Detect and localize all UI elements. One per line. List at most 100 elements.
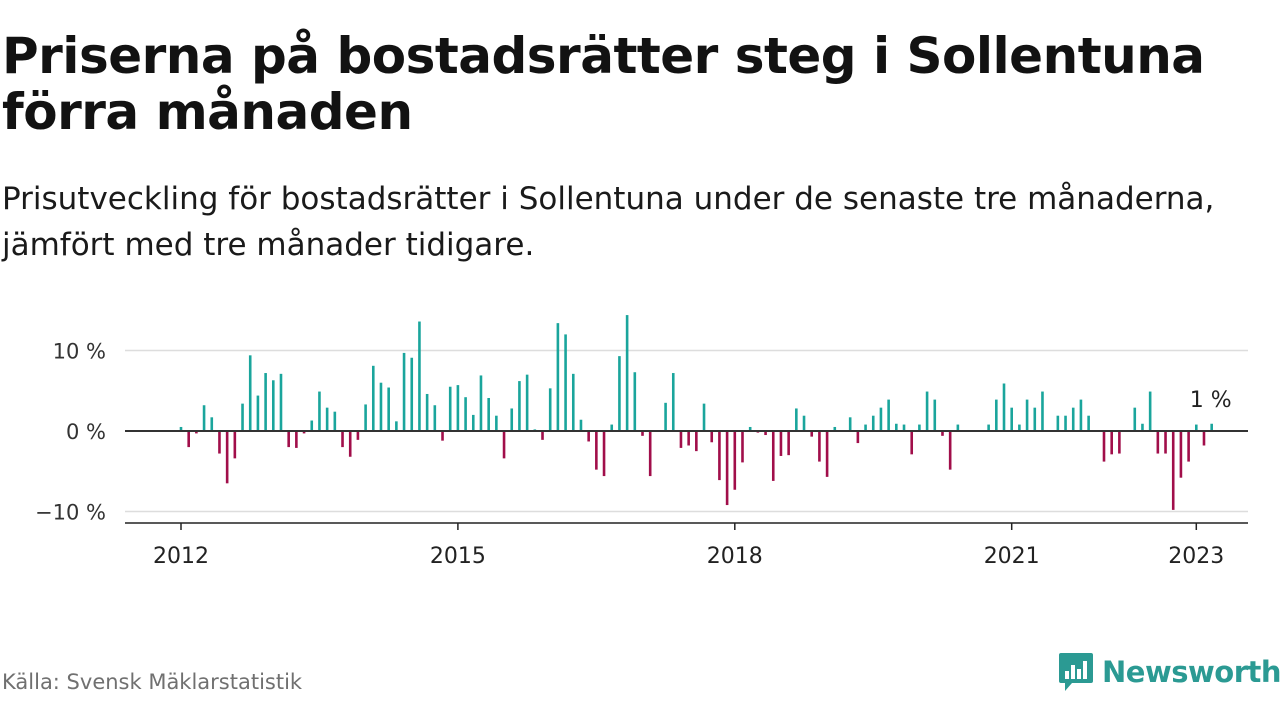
bar bbox=[633, 372, 637, 431]
bar bbox=[610, 424, 614, 431]
bar bbox=[725, 431, 729, 506]
bar bbox=[1133, 407, 1137, 431]
bar bbox=[502, 431, 506, 459]
bar bbox=[879, 407, 883, 431]
bar bbox=[410, 357, 414, 431]
bar bbox=[471, 414, 475, 431]
bar bbox=[687, 431, 690, 446]
bar bbox=[779, 431, 783, 456]
bar bbox=[748, 426, 752, 431]
bar bbox=[987, 424, 990, 431]
x-tick-label: 2023 bbox=[1168, 544, 1224, 569]
bar bbox=[641, 431, 644, 436]
bar bbox=[541, 431, 544, 440]
bar bbox=[948, 431, 952, 470]
bar bbox=[579, 419, 583, 431]
bar bbox=[487, 398, 490, 431]
bar bbox=[995, 399, 998, 431]
bar bbox=[1110, 431, 1113, 455]
bar bbox=[441, 431, 444, 441]
bar bbox=[802, 415, 806, 431]
bar bbox=[218, 431, 221, 454]
newsworthy-brand[interactable]: Newsworthy bbox=[1058, 652, 1280, 692]
bar bbox=[379, 382, 383, 431]
bar bbox=[848, 417, 852, 431]
bar bbox=[341, 431, 344, 448]
bar bbox=[718, 431, 721, 481]
chart-title: Priserna på bostadsrätter steg i Sollent… bbox=[2, 27, 1205, 141]
bar bbox=[1118, 431, 1121, 454]
bar bbox=[564, 334, 567, 431]
bar bbox=[664, 402, 667, 431]
bar bbox=[1156, 431, 1160, 454]
bar bbox=[571, 373, 575, 431]
bar bbox=[887, 399, 890, 431]
bar bbox=[910, 431, 914, 455]
bar bbox=[587, 431, 590, 442]
bar bbox=[364, 404, 367, 431]
bar bbox=[833, 426, 837, 431]
bar bbox=[241, 403, 244, 431]
source-credit: Källa: Svensk Mäklarstatistik bbox=[2, 670, 303, 694]
bar bbox=[695, 431, 698, 452]
bar bbox=[195, 431, 198, 434]
bar bbox=[1079, 399, 1083, 431]
bar bbox=[318, 391, 321, 431]
bar bbox=[1056, 415, 1060, 431]
bar bbox=[671, 373, 675, 431]
bar bbox=[402, 352, 406, 431]
bar bbox=[518, 381, 521, 431]
bar bbox=[371, 365, 375, 431]
bar bbox=[1041, 391, 1044, 431]
bar bbox=[325, 407, 329, 431]
bar bbox=[618, 356, 621, 431]
y-tick-label: −10 % bbox=[35, 501, 106, 525]
bar bbox=[595, 431, 598, 470]
bar bbox=[733, 431, 737, 490]
chart-subtitle: Prisutveckling för bostadsrätter i Solle… bbox=[2, 181, 1215, 263]
bar bbox=[1187, 431, 1190, 462]
bar bbox=[418, 321, 421, 431]
bar bbox=[548, 388, 552, 431]
bar bbox=[710, 431, 714, 443]
bar bbox=[333, 411, 337, 431]
bar bbox=[356, 431, 360, 440]
bar bbox=[741, 431, 744, 463]
bar bbox=[825, 431, 829, 477]
bar bbox=[1171, 431, 1175, 510]
bar bbox=[918, 424, 921, 431]
bar bbox=[602, 431, 606, 477]
bar bbox=[302, 431, 306, 434]
bar bbox=[179, 426, 183, 431]
bar bbox=[479, 375, 483, 431]
bar bbox=[348, 431, 352, 457]
x-tick-label: 2018 bbox=[707, 544, 763, 569]
newsworthy-brand-name: Newsworthy bbox=[1102, 655, 1280, 689]
bar bbox=[787, 431, 790, 456]
bar bbox=[456, 385, 460, 431]
bar-chart: 10 % 0 % −10 % 2012 2015 2018 2021 2023 1 % bbox=[35, 315, 1248, 569]
bar bbox=[864, 424, 867, 431]
bar bbox=[625, 315, 629, 431]
bar bbox=[279, 373, 283, 431]
bar bbox=[1102, 431, 1106, 462]
bar bbox=[818, 431, 821, 462]
bar bbox=[1025, 399, 1029, 431]
bar bbox=[256, 395, 260, 431]
bar bbox=[1148, 391, 1152, 431]
bar bbox=[941, 431, 944, 436]
bar bbox=[933, 399, 937, 431]
bar bbox=[1164, 431, 1167, 454]
bar bbox=[902, 424, 906, 431]
bar bbox=[187, 431, 190, 448]
bar bbox=[495, 415, 498, 431]
bar bbox=[771, 431, 775, 481]
bar bbox=[272, 380, 275, 431]
bar bbox=[287, 431, 290, 448]
bar bbox=[925, 391, 929, 431]
bar bbox=[1064, 415, 1067, 431]
y-tick-label: 10 % bbox=[53, 340, 106, 364]
bar bbox=[233, 431, 237, 459]
y-tick-label: 0 % bbox=[66, 420, 106, 444]
x-tick-label: 2015 bbox=[430, 544, 486, 569]
